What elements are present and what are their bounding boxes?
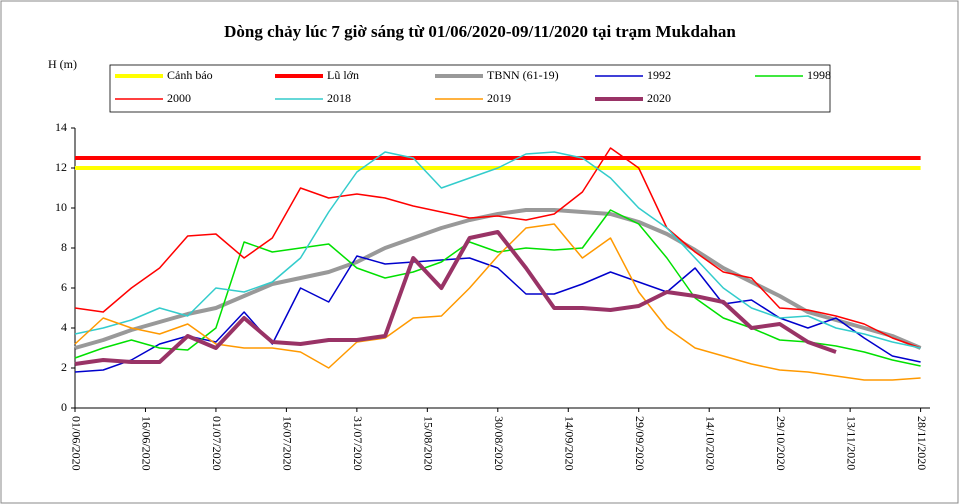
x-tick-label: 15/08/2020 [422, 416, 436, 471]
x-tick-label: 01/06/2020 [69, 416, 83, 471]
y-tick-label: 6 [61, 280, 67, 294]
y-tick-label: 12 [55, 160, 67, 174]
x-tick-label: 28/11/2020 [915, 416, 929, 470]
legend-box [109, 64, 831, 113]
y-tick-label: 4 [61, 320, 67, 334]
y-tick-label: 8 [61, 240, 67, 254]
legend-label: 1998 [807, 68, 831, 82]
x-tick-label: 29/10/2020 [774, 416, 788, 471]
x-tick-label: 16/06/2020 [140, 416, 154, 471]
x-tick-label: 30/08/2020 [492, 416, 506, 471]
y-tick-label: 0 [61, 400, 67, 414]
legend-label: 2019 [487, 91, 511, 105]
x-tick-label: 14/09/2020 [563, 416, 577, 471]
legend-label: 2020 [647, 91, 671, 105]
series-line [74, 223, 921, 381]
y-tick-label: 10 [55, 200, 67, 214]
x-tick-label: 29/09/2020 [633, 416, 647, 471]
legend-label: TBNN (61-19) [487, 68, 559, 82]
legend-label: 2000 [167, 91, 191, 105]
y-tick-label: 2 [61, 360, 67, 374]
series-line [74, 230, 837, 366]
x-tick-label: 16/07/2020 [281, 416, 295, 471]
legend-label: Lũ lớn [327, 68, 359, 82]
chart-title: Dòng chảy lúc 7 giờ sáng từ 01/06/2020-0… [224, 22, 736, 41]
series-line [74, 151, 921, 349]
x-tick-label: 14/10/2020 [703, 416, 717, 471]
x-tick-label: 13/11/2020 [844, 416, 858, 470]
y-tick-label: 14 [55, 120, 67, 134]
series-line [74, 208, 922, 350]
legend-label: 2018 [327, 91, 351, 105]
y-axis-label: H (m) [48, 57, 77, 71]
x-tick-label: 01/07/2020 [210, 416, 224, 471]
legend-label: Cảnh báo [167, 68, 213, 82]
series-line [74, 209, 921, 367]
legend-label: 1992 [647, 68, 671, 82]
x-tick-label: 31/07/2020 [351, 416, 365, 471]
series-line [74, 147, 921, 349]
